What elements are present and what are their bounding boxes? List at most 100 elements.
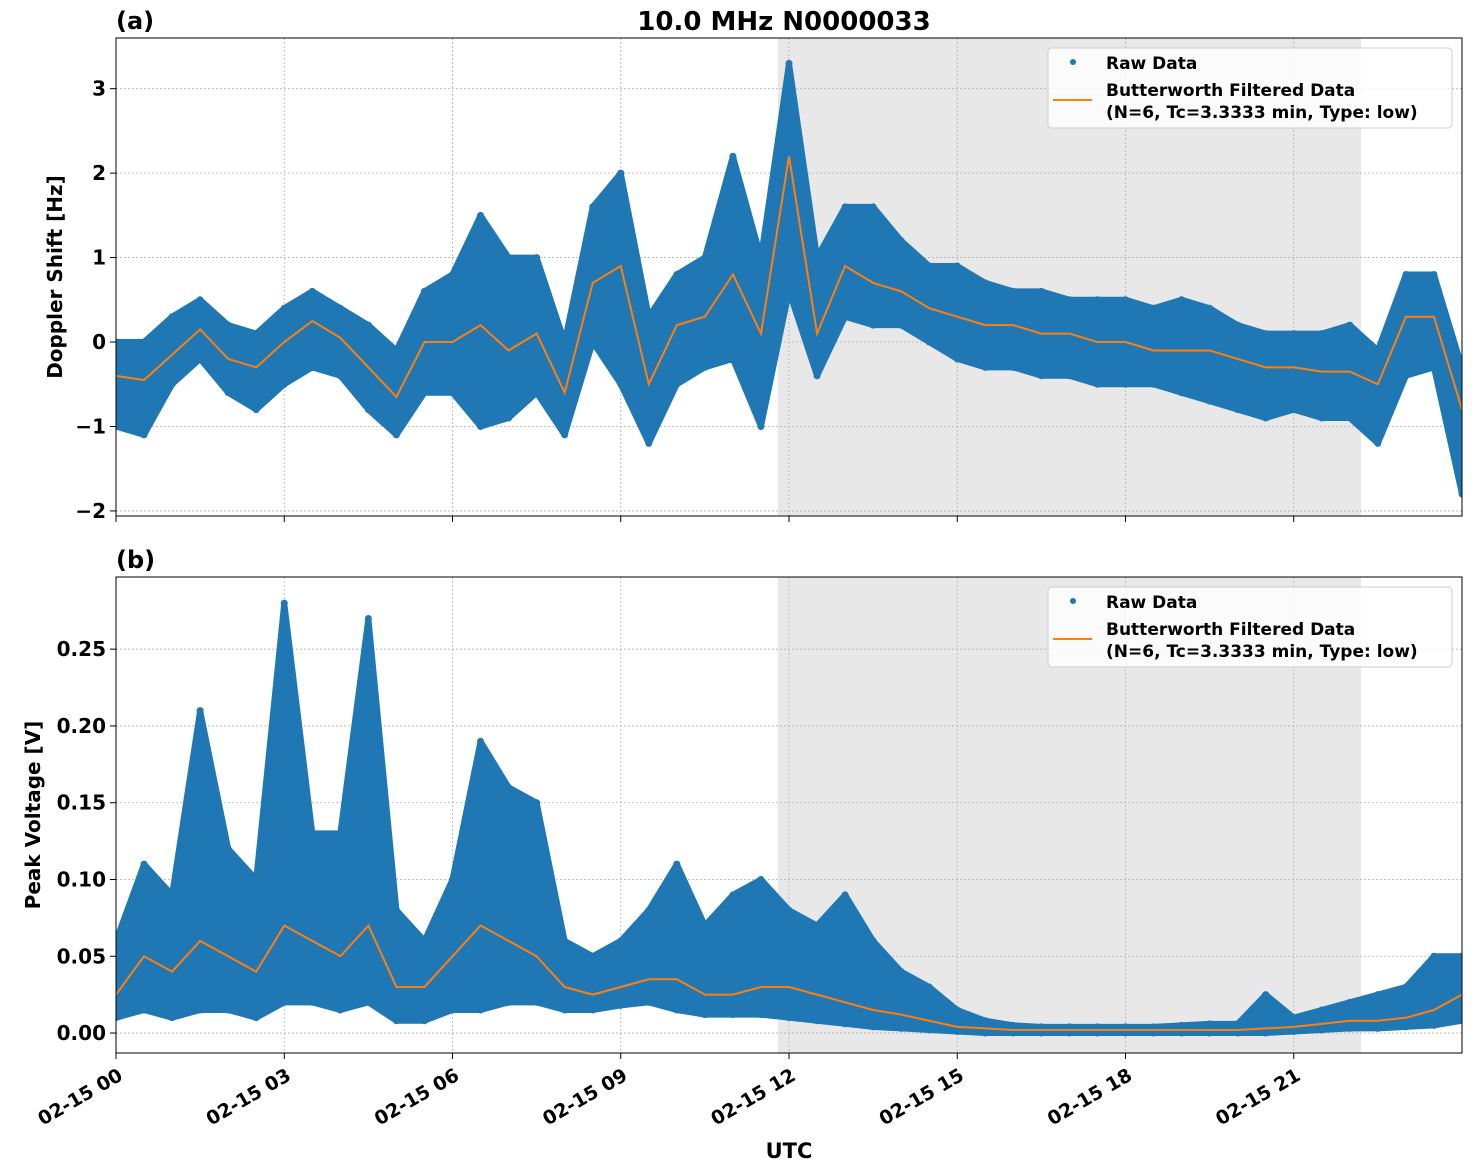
raw-data-point-min	[1290, 406, 1298, 414]
raw-data-point-min	[1150, 1029, 1158, 1037]
y-tick-label: 0.05	[57, 944, 106, 968]
raw-data-point-max	[1402, 983, 1410, 991]
raw-data-point-min	[617, 1001, 625, 1009]
x-tick-label: 02-15 15	[875, 1064, 967, 1130]
raw-data-point-min	[252, 406, 260, 414]
raw-data-point-max	[757, 254, 765, 262]
x-tick-label: 02-15 03	[202, 1064, 294, 1130]
raw-data-point-min	[701, 1011, 709, 1019]
raw-data-point-min	[280, 380, 288, 388]
raw-data-point-min	[561, 1006, 569, 1014]
raw-data-point-min	[477, 1006, 485, 1014]
raw-data-point-min	[925, 1026, 933, 1034]
raw-data-point-max	[729, 891, 737, 899]
raw-data-point-min	[1065, 1029, 1073, 1037]
raw-data-point-max	[392, 906, 400, 914]
raw-data-point-max	[897, 237, 905, 245]
raw-data-point-min	[729, 1011, 737, 1019]
x-axis-label: UTC	[766, 1139, 813, 1163]
raw-data-point-max	[392, 346, 400, 354]
x-tick-label: 02-15 18	[1044, 1064, 1136, 1130]
legend-raw-label: Raw Data	[1106, 593, 1197, 613]
raw-data-point-max	[1150, 1023, 1158, 1031]
x-tick-label: 02-15 21	[1212, 1064, 1304, 1130]
raw-data-point-min	[897, 1024, 905, 1032]
raw-data-point-max	[645, 906, 653, 914]
raw-data-point-max	[1262, 991, 1270, 999]
raw-data-point-min	[1346, 1024, 1354, 1032]
raw-data-band	[116, 60, 1462, 498]
raw-data-point-max	[701, 254, 709, 262]
raw-data-point-min	[1150, 380, 1158, 388]
panel-a: −2 −1 0 1 2 3 (a) Doppler Shift [Hz] Raw Data But…	[43, 7, 1463, 523]
raw-data-point-min	[449, 389, 456, 397]
raw-data-point-min	[1234, 1029, 1242, 1037]
raw-data-point-max	[1262, 330, 1270, 338]
raw-data-point-min	[1374, 439, 1382, 447]
raw-data-point-max	[252, 330, 260, 338]
raw-data-point-max	[280, 304, 288, 312]
filtered-data-line	[116, 923, 1462, 1031]
raw-data-point-min	[392, 1017, 400, 1025]
raw-data-point-min	[336, 372, 344, 380]
raw-data-point-max	[1346, 998, 1354, 1006]
raw-data-point-max	[140, 860, 148, 868]
y-axis-label: Doppler Shift [Hz]	[43, 175, 67, 379]
raw-data-point-max	[645, 313, 653, 321]
raw-data-point-max	[589, 203, 597, 211]
raw-data-point-max	[1290, 330, 1298, 338]
raw-data-point-min	[785, 287, 793, 295]
raw-data-point-min	[1262, 414, 1270, 422]
raw-data-point-min	[1346, 414, 1354, 422]
raw-data-point-max	[420, 937, 428, 945]
raw-data-point-min	[1065, 372, 1073, 380]
raw-data-point-min	[224, 389, 232, 397]
raw-data-point-max	[869, 937, 877, 945]
raw-data-point-max	[1122, 1023, 1129, 1031]
raw-data-point-min	[953, 1028, 961, 1036]
raw-data-point-max	[589, 952, 597, 960]
raw-data-point-min	[505, 998, 513, 1006]
raw-data-point-max	[196, 296, 204, 304]
raw-data-point-min	[449, 1006, 456, 1014]
raw-data-point-min	[673, 380, 681, 388]
raw-data-point-min	[925, 338, 933, 346]
y-tick-label: 0.00	[57, 1021, 106, 1045]
y-tick-label: 0.25	[57, 637, 106, 661]
raw-data-point-max	[1178, 296, 1186, 304]
raw-data-point-max	[308, 829, 316, 837]
raw-data-point-min	[1430, 363, 1438, 371]
raw-data-point-max	[505, 783, 513, 791]
raw-data-point-min	[280, 998, 288, 1006]
raw-data-point-min	[981, 363, 989, 371]
raw-data-point-max	[981, 1017, 989, 1025]
raw-data-point-max	[336, 304, 344, 312]
legend-filtered-params: (N=6, Tc=3.3333 min, Type: low)	[1106, 642, 1418, 662]
panel-b: 02-15 00 02-15 03 02-15 06 02-15 09 02-15 12…	[21, 546, 1463, 1130]
raw-data-point-max	[785, 906, 793, 914]
raw-data-point-max	[673, 270, 681, 278]
raw-data-point-min	[140, 1006, 148, 1014]
raw-data-point-max	[1346, 321, 1354, 329]
raw-data-point-max	[561, 937, 569, 945]
raw-data-point-max	[1234, 321, 1242, 329]
raw-data-point-max	[561, 338, 569, 346]
legend-raw-label: Raw Data	[1106, 54, 1197, 74]
raw-data-point-min	[1430, 1021, 1438, 1029]
legend-filtered-label: Butterworth Filtered Data	[1106, 81, 1355, 101]
raw-data-point-min	[1037, 372, 1045, 380]
raw-data-point-max	[1065, 296, 1073, 304]
raw-data-point-min	[813, 1017, 821, 1025]
raw-data-point-max	[757, 875, 765, 883]
raw-data-point-max	[477, 211, 485, 219]
raw-data-point-min	[897, 321, 905, 329]
raw-data-point-min	[589, 1006, 597, 1014]
raw-data-point-min	[1262, 1029, 1270, 1037]
raw-data-point-min	[1037, 1029, 1045, 1037]
raw-data-point-min	[757, 422, 765, 430]
y-tick-label: 3	[92, 77, 106, 101]
raw-data-point-min	[477, 422, 485, 430]
raw-data-point-min	[252, 1014, 260, 1022]
raw-data-point-min	[196, 1006, 204, 1014]
